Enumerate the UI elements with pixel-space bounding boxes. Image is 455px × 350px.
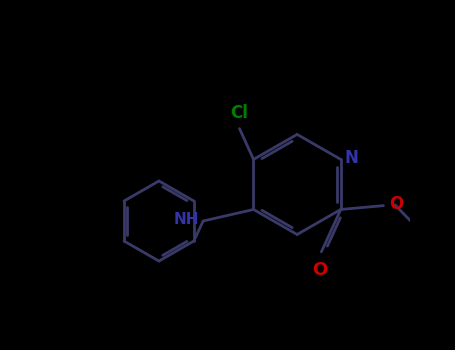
Text: O: O: [312, 261, 328, 279]
Text: N: N: [344, 149, 359, 167]
Text: O: O: [389, 195, 404, 213]
Text: NH: NH: [174, 212, 199, 227]
Text: Cl: Cl: [231, 104, 248, 122]
